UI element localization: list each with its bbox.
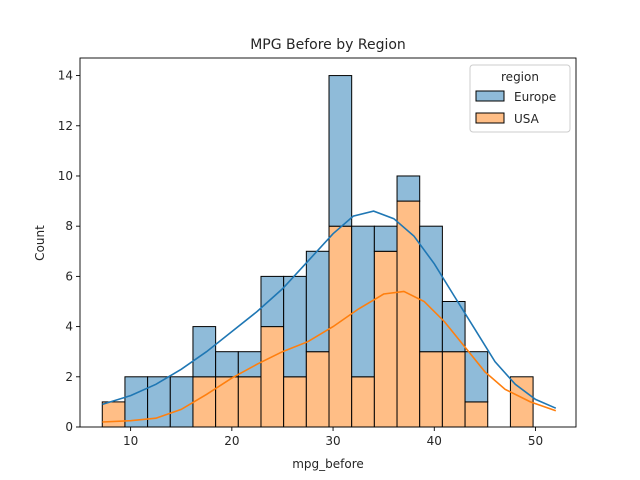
bar-europe bbox=[419, 225, 443, 353]
bar-europe bbox=[260, 275, 285, 328]
x-tick-label: 40 bbox=[427, 434, 442, 448]
kde-line-usa bbox=[102, 290, 557, 423]
bar-europe bbox=[215, 351, 239, 378]
bar-usa bbox=[237, 376, 262, 428]
bar-usa bbox=[260, 326, 285, 428]
bar-usa bbox=[441, 351, 466, 428]
x-tick-label: 20 bbox=[224, 434, 239, 448]
bar-europe bbox=[328, 75, 353, 227]
y-axis-label: Count bbox=[33, 225, 47, 261]
y-tick-label: 0 bbox=[65, 420, 73, 434]
y-tick-label: 2 bbox=[65, 370, 73, 384]
y-tick-label: 4 bbox=[65, 320, 73, 334]
legend-title: region bbox=[501, 70, 539, 84]
y-tick-label: 14 bbox=[58, 69, 73, 83]
bar-usa bbox=[419, 351, 443, 428]
x-tick-label: 30 bbox=[325, 434, 340, 448]
plot-frame bbox=[79, 57, 577, 428]
legend-label-europe: Europe bbox=[514, 90, 556, 104]
bar-europe bbox=[192, 326, 217, 378]
axes-group: 10 20 30 40 50 0 2 4 6 8 10 12 14 bbox=[58, 57, 577, 448]
bar-usa bbox=[305, 351, 330, 428]
kde-line-europe bbox=[102, 210, 557, 409]
bars-group bbox=[101, 75, 534, 428]
bar-usa bbox=[215, 376, 239, 428]
bar-usa bbox=[464, 401, 489, 428]
bar-usa bbox=[283, 376, 307, 428]
x-axis-label: mpg_before bbox=[292, 457, 364, 471]
chart-title: MPG Before by Region bbox=[250, 37, 406, 53]
bar-usa bbox=[373, 250, 398, 428]
bar-europe bbox=[283, 275, 307, 378]
y-tick-label: 10 bbox=[58, 169, 73, 183]
legend: region Europe USA bbox=[469, 64, 571, 133]
bar-europe bbox=[373, 225, 398, 252]
bar-europe bbox=[464, 351, 489, 403]
bar-europe bbox=[169, 376, 194, 428]
x-tick-label: 10 bbox=[123, 434, 138, 448]
bar-usa bbox=[351, 376, 375, 428]
y-tick-label: 12 bbox=[58, 119, 73, 133]
x-tick-label: 50 bbox=[528, 434, 543, 448]
legend-swatch-europe bbox=[475, 90, 505, 102]
bar-usa bbox=[101, 401, 126, 428]
kde-group bbox=[102, 210, 557, 423]
legend-label-usa: USA bbox=[514, 112, 540, 126]
bar-usa bbox=[396, 200, 421, 428]
legend-swatch-usa bbox=[475, 112, 505, 124]
bar-usa bbox=[192, 376, 217, 428]
y-tick-label: 6 bbox=[65, 269, 73, 283]
y-tick-label: 8 bbox=[65, 219, 73, 233]
bar-europe bbox=[396, 175, 421, 202]
